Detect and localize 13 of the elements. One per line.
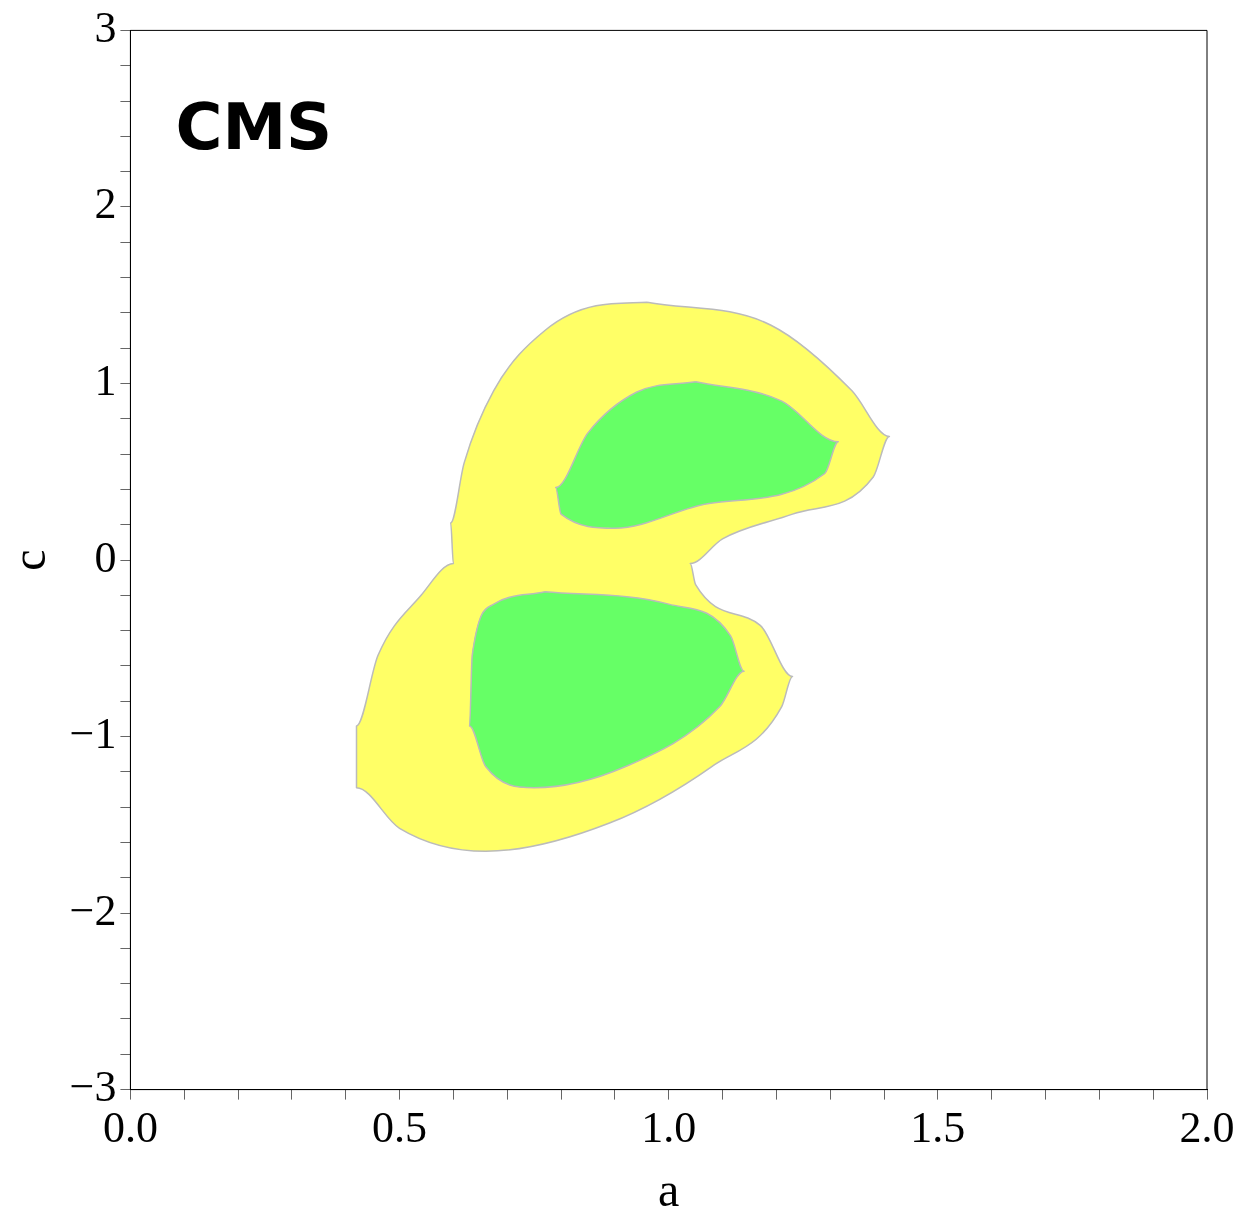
x-tick-label: 1.5: [910, 1102, 966, 1152]
y-tick-label: 0: [94, 532, 117, 582]
x-tick-label: 1.0: [641, 1102, 697, 1152]
x-tick-label: 2.0: [1179, 1102, 1235, 1152]
annotation: CMS: [175, 90, 333, 165]
y-tick-label: 2: [94, 179, 117, 229]
y-tick-label: −1: [69, 709, 117, 759]
y-tick-label: 1: [94, 356, 117, 406]
y-tick-label: 3: [94, 2, 117, 52]
x-axis-title: a: [658, 1162, 680, 1216]
y-axis-title: c: [2, 549, 56, 571]
y-tick-label: −2: [69, 885, 117, 935]
x-tick-label: 0.5: [372, 1102, 428, 1152]
